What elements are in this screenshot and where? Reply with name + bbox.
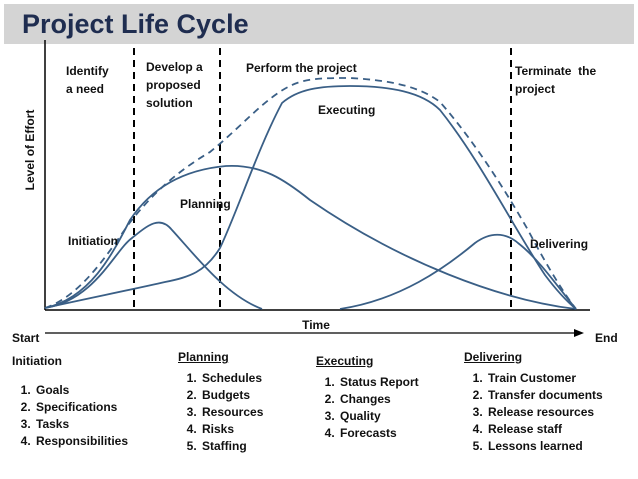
- stage-develop-line1: Develop a: [146, 60, 203, 74]
- end-label: End: [595, 331, 618, 345]
- list-item: Risks: [200, 421, 298, 438]
- list-item: Goals: [34, 382, 162, 399]
- initiation-curve: [44, 221, 263, 310]
- stage-identify-line1: Identify: [66, 64, 109, 78]
- phase-executing: Executing Status Report Changes Quality …: [316, 353, 456, 442]
- phase-heading: Initiation: [12, 354, 62, 368]
- list-item: Quality: [338, 408, 456, 425]
- curve-label-executing: Executing: [318, 103, 375, 117]
- list-item: Specifications: [34, 399, 162, 416]
- time-arrow-head: [574, 329, 584, 337]
- stage-identify-line2: a need: [66, 82, 104, 96]
- x-axis-label: Time: [302, 318, 330, 332]
- list-item: Lessons learned: [486, 438, 634, 455]
- stage-terminate-line1: Terminate the: [515, 64, 596, 78]
- planning-curve: [44, 165, 577, 310]
- list-item: Resources: [200, 404, 298, 421]
- list-item: Transfer documents: [486, 387, 634, 404]
- executing-curve: [44, 85, 577, 310]
- list-item: Changes: [338, 391, 456, 408]
- total-effort-curve: [44, 77, 577, 310]
- list-item: Train Customer: [486, 370, 634, 387]
- phase-list: Schedules Budgets Resources Risks Staffi…: [178, 370, 298, 455]
- phase-delivering: Delivering Train Customer Transfer docum…: [464, 349, 634, 455]
- list-item: Forecasts: [338, 425, 456, 442]
- curve-label-delivering: Delivering: [530, 237, 588, 251]
- list-item: Release staff: [486, 421, 634, 438]
- page-title: Project Life Cycle: [22, 9, 249, 39]
- phase-list: Train Customer Transfer documents Releas…: [464, 370, 634, 455]
- phase-heading: Delivering: [464, 350, 523, 364]
- phase-heading: Planning: [178, 350, 229, 364]
- phase-initiation: Initiation Goals Specifications Tasks Re…: [12, 353, 162, 450]
- curve-label-planning: Planning: [180, 197, 231, 211]
- phase-list: Status Report Changes Quality Forecasts: [316, 374, 456, 442]
- list-item: Release resources: [486, 404, 634, 421]
- curve-label-initiation: Initiation: [68, 234, 118, 248]
- list-item: Tasks: [34, 416, 162, 433]
- phase-planning: Planning Schedules Budgets Resources Ris…: [178, 349, 298, 455]
- phase-list: Goals Specifications Tasks Responsibilit…: [12, 382, 162, 450]
- stage-develop-line2: proposed: [146, 78, 201, 92]
- list-item: Schedules: [200, 370, 298, 387]
- y-axis-label: Level of Effort: [23, 110, 37, 191]
- stage-terminate-line2: project: [515, 82, 555, 96]
- stage-perform: Perform the project: [246, 61, 357, 75]
- phase-heading: Executing: [316, 354, 374, 368]
- list-item: Staffing: [200, 438, 298, 455]
- delivering-curve: [339, 233, 577, 310]
- start-label: Start: [12, 331, 39, 345]
- list-item: Budgets: [200, 387, 298, 404]
- title-bar: Project Life Cycle: [4, 4, 634, 44]
- stage-develop-line3: solution: [146, 96, 193, 110]
- list-item: Responsibilities: [34, 433, 162, 450]
- list-item: Status Report: [338, 374, 456, 391]
